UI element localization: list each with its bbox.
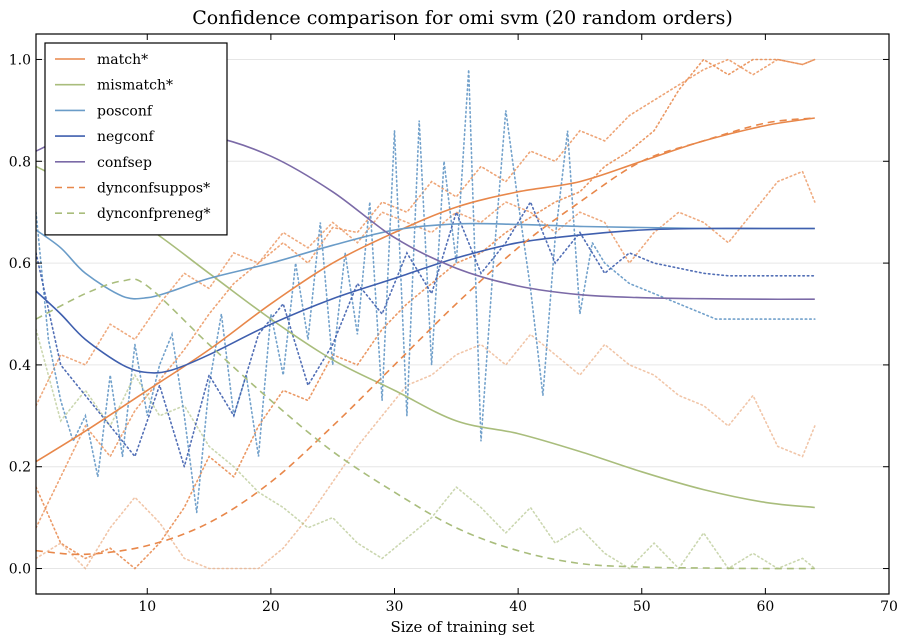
x-tick-label: 40 [509, 599, 527, 615]
x-axis-label: Size of training set [390, 618, 534, 636]
x-tick-label: 50 [633, 599, 651, 615]
x-tick-label: 70 [880, 599, 898, 615]
x-tick-label: 60 [756, 599, 774, 615]
series-line-dynconfsuppos [36, 117, 815, 556]
random-order-trace [36, 58, 816, 570]
random-order-trace [36, 328, 816, 570]
legend-label: negconf [97, 129, 156, 145]
y-tick-label: 0.6 [9, 256, 31, 272]
chart-title: Confidence comparison for omi svm (20 ra… [192, 7, 732, 29]
y-tick-label: 1.0 [9, 52, 31, 68]
x-tick-label: 10 [138, 599, 156, 615]
x-tick-label: 30 [386, 599, 404, 615]
legend-label: dynconfsuppos* [97, 181, 210, 197]
legend-label: confsep [97, 155, 152, 171]
legend-label: match* [97, 52, 148, 68]
random-order-trace [36, 69, 816, 513]
legend-label: mismatch* [97, 78, 173, 94]
series-line-posconf [36, 222, 815, 300]
series-line-negconf [36, 227, 815, 374]
y-tick-label: 0.4 [9, 358, 31, 374]
series-line-dynconfpreneg [36, 278, 815, 570]
random-order-trace [36, 58, 816, 529]
legend-label: dynconfpreneg* [97, 206, 211, 222]
random-order-trace [36, 170, 816, 407]
x-tick-label: 20 [262, 599, 280, 615]
y-tick-label: 0.8 [9, 154, 31, 170]
legend-box [44, 42, 228, 236]
random-order-trace [36, 200, 816, 470]
axes-frame [35, 33, 890, 595]
y-tick-label: 0.2 [9, 460, 31, 476]
legend-label: posconf [97, 103, 154, 119]
y-tick-label: 0.0 [9, 562, 31, 578]
